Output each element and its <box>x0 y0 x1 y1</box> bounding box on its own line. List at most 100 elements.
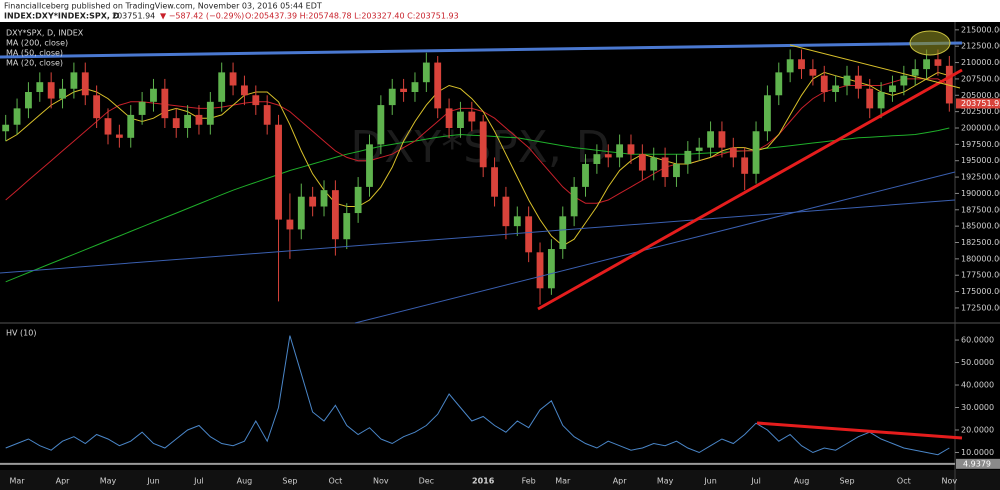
candle-body <box>286 219 294 230</box>
candle-body <box>36 82 44 93</box>
highlight <box>909 30 951 56</box>
candle-body <box>25 92 32 109</box>
legend-entry: MA (50, close) <box>6 49 63 58</box>
candle-body <box>695 147 703 151</box>
candle-body <box>673 163 680 178</box>
candle-body <box>775 72 783 96</box>
x-tick-label: Mar <box>10 477 26 486</box>
candle-body <box>93 95 101 119</box>
candle-body <box>798 59 805 70</box>
y-tick-label: 200000.00 <box>961 123 1000 132</box>
y-tick-label: 190000.00 <box>961 189 1000 198</box>
candle-body <box>786 59 794 73</box>
candle-body <box>718 131 726 148</box>
candle-body <box>13 108 21 125</box>
legend-entry: MA (20, close) <box>6 59 63 68</box>
support-line <box>537 68 963 311</box>
candle-body <box>331 190 339 240</box>
hv-trend-line <box>756 421 963 440</box>
trend-line <box>0 199 956 274</box>
y-tick-label: 207500.00 <box>961 74 1000 83</box>
y-tick-label: 197500.00 <box>961 140 1000 149</box>
candle-body <box>536 252 544 289</box>
candle-body <box>627 144 635 155</box>
last-price: 203751.94 <box>112 12 155 21</box>
x-tick-label: Nov <box>373 477 389 486</box>
x-tick-label: Sep <box>839 477 854 486</box>
x-tick-label: Jul <box>193 477 204 486</box>
candle-body <box>377 105 385 145</box>
candle-body <box>59 88 66 99</box>
y-tick-label: 40.0000 <box>961 381 994 390</box>
candle-body <box>297 196 305 230</box>
candle-body <box>172 118 180 128</box>
candle-body <box>468 111 476 122</box>
legend-entry: MA (200, close) <box>6 39 68 48</box>
publisher: FinancialIceberg published on TradingVie… <box>4 2 322 11</box>
candle-body <box>547 249 555 289</box>
candle-body <box>218 72 226 102</box>
candle-body <box>275 124 282 220</box>
ohlc: O:205437.39 H:205748.78 L:203327.40 C:20… <box>245 12 459 21</box>
candle-body <box>457 111 464 128</box>
y-tick-label: 182500.00 <box>961 238 1000 247</box>
candle-body <box>877 92 885 109</box>
candle-body <box>263 105 271 125</box>
candle-body <box>252 95 260 106</box>
candle-body <box>229 72 237 86</box>
candle-body <box>309 196 317 207</box>
candle-body <box>70 72 78 89</box>
y-tick-label: 185000.00 <box>961 222 1000 231</box>
legend-title: DXY*SPX, D, INDEX <box>6 29 84 38</box>
x-tick-label: Aug <box>794 477 810 486</box>
resistance-line <box>0 41 963 59</box>
candle-body <box>434 62 442 109</box>
x-tick-label: May <box>657 477 674 486</box>
moving-average <box>5 127 950 283</box>
candle-body <box>491 167 498 197</box>
y-tick-label: 212500.00 <box>961 42 1000 51</box>
y-tick-label: 195000.00 <box>961 156 1000 165</box>
candle-body <box>388 88 396 106</box>
x-tick-label: Mar <box>555 477 571 486</box>
y-tick-label: 210000.00 <box>961 58 1000 67</box>
candle-body <box>343 213 351 240</box>
candle-body <box>843 75 851 86</box>
x-tick-label: May <box>100 477 117 486</box>
candle-body <box>161 88 169 119</box>
candle-body <box>206 101 214 125</box>
legend-title: HV (10) <box>6 329 36 338</box>
candle-body <box>923 59 930 70</box>
x-tick-label: Oct <box>897 477 911 486</box>
change: ▼ −587.42 (−0.29%) <box>160 12 244 21</box>
candle-body <box>820 75 828 93</box>
candle-body <box>411 82 419 93</box>
trend-line <box>789 44 961 89</box>
candle-body <box>934 59 942 66</box>
candle-body <box>854 75 862 89</box>
y-tick-label: 172500.00 <box>961 303 1000 312</box>
y-tick-label: 187500.00 <box>961 205 1000 214</box>
y-tick-label: 30.0000 <box>961 403 994 412</box>
candle-body <box>752 131 760 174</box>
x-tick-label: Sep <box>282 477 297 486</box>
y-tick-label: 180000.00 <box>961 254 1000 263</box>
candle-body <box>400 88 408 93</box>
candle-body <box>604 154 612 158</box>
y-tick-label: 202500.00 <box>961 107 1000 116</box>
candle-body <box>764 95 771 132</box>
y-tick-label: 60.0000 <box>961 336 994 345</box>
x-tick-label: Aug <box>237 477 253 486</box>
last-price-box <box>956 98 1000 109</box>
hv-line <box>5 335 950 456</box>
candle-body <box>2 124 10 132</box>
candle-body <box>241 85 248 96</box>
y-tick-label: 192500.00 <box>961 173 1000 182</box>
x-tick-label: Apr <box>613 477 628 486</box>
candle-body <box>559 216 567 250</box>
candle-body <box>661 157 669 178</box>
candle-body <box>582 163 589 187</box>
candle-body <box>81 72 89 96</box>
date-axis <box>0 470 1000 490</box>
candle-body <box>354 186 362 214</box>
